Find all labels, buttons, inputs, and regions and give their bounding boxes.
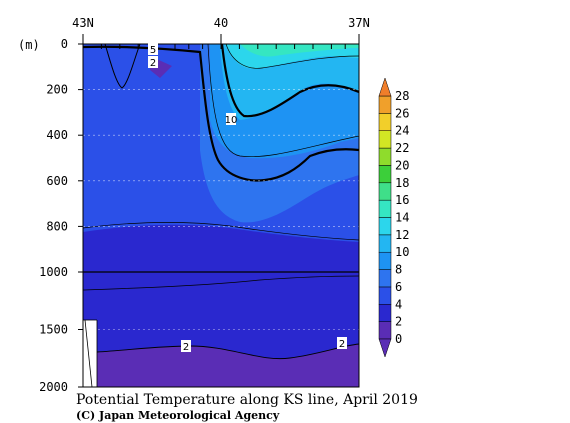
grid-lines bbox=[83, 89, 359, 330]
contour-3-deep bbox=[83, 275, 359, 291]
colorbar-tick-label: 10 bbox=[395, 245, 409, 259]
contour-10 bbox=[220, 44, 359, 118]
y-tick-label: 800 bbox=[46, 219, 68, 233]
colorbar-tick-label: 24 bbox=[395, 124, 409, 138]
y-axis: 0 200 400 600 800 1000 1500 2000 bbox=[39, 37, 83, 394]
y-tick-label: 0 bbox=[61, 37, 68, 51]
colorbar-tick-label: 26 bbox=[395, 106, 409, 120]
colorbar-extend-max bbox=[378, 77, 392, 97]
x-axis: 43N 40 37N bbox=[72, 16, 370, 44]
credit-text: (C) Japan Meteorological Agency bbox=[76, 409, 280, 422]
colorbar-swatch bbox=[378, 113, 392, 131]
colorbar-swatch bbox=[378, 199, 392, 218]
colorbar-tick-label: 18 bbox=[395, 176, 409, 190]
upper-panel bbox=[83, 44, 359, 272]
contour-5 bbox=[83, 45, 359, 182]
colorbar-tick-label: 6 bbox=[395, 280, 402, 294]
colorbar-swatch bbox=[378, 217, 392, 236]
colorbar-tick-label: 0 bbox=[395, 332, 402, 346]
colorbar-swatch bbox=[378, 182, 392, 201]
contour-label-bg bbox=[181, 340, 191, 352]
topography-diag bbox=[84, 319, 93, 387]
contour-label-bg bbox=[148, 43, 158, 55]
contour-2-deep bbox=[96, 343, 359, 360]
contour-thin-2 bbox=[207, 44, 359, 157]
colorbar-swatch bbox=[378, 130, 392, 149]
colorbar-swatch bbox=[378, 286, 392, 305]
y-tick-label: 1500 bbox=[39, 323, 68, 337]
band-14-16 bbox=[240, 44, 359, 57]
x-tick-label: 43N bbox=[72, 16, 94, 30]
contour-label-bg bbox=[226, 113, 236, 125]
contour-labels: 5 2 10 2 2 bbox=[148, 43, 347, 353]
x-tick-label: 40 bbox=[214, 16, 228, 30]
contour-label: 2 bbox=[339, 339, 345, 350]
colorbar-swatch bbox=[378, 234, 392, 253]
colorbar-swatch bbox=[378, 95, 392, 114]
y-tick-label: 600 bbox=[46, 174, 68, 188]
contour-label-bg bbox=[337, 337, 347, 349]
contour-label: 5 bbox=[150, 45, 156, 56]
chart-title: Potential Temperature along KS line, Apr… bbox=[76, 392, 418, 408]
contour-thin-1 bbox=[83, 222, 359, 241]
colorbar-swatch bbox=[378, 304, 392, 322]
colorbar-extend-min bbox=[378, 338, 392, 358]
contour-thin-3 bbox=[225, 44, 359, 69]
contour-label: 10 bbox=[225, 115, 238, 126]
contour-label: 2 bbox=[183, 342, 189, 353]
colorbar-swatch bbox=[378, 251, 392, 270]
bottom-topography bbox=[83, 320, 97, 387]
colorbar-tick-label: 2 bbox=[395, 315, 402, 329]
y-tick-label: 400 bbox=[46, 128, 68, 142]
y-axis-unit-label: (m) bbox=[18, 38, 40, 52]
colorbar-swatch bbox=[378, 269, 392, 288]
band-0-2 bbox=[97, 344, 359, 387]
colorbar-tick-label: 20 bbox=[395, 158, 409, 172]
colorbar-tick-label: 14 bbox=[395, 211, 409, 225]
colorbar-tick-label: 28 bbox=[395, 89, 409, 103]
contour-2 bbox=[104, 44, 141, 89]
y-tick-label: 200 bbox=[46, 83, 68, 97]
band-2-4-deep bbox=[83, 224, 359, 272]
colorbar-swatch bbox=[378, 321, 392, 340]
colorbar-tick-label: 16 bbox=[395, 193, 409, 207]
colorbar-tick-label: 8 bbox=[395, 263, 402, 277]
contour-label: 2 bbox=[150, 58, 156, 69]
contour-label-bg bbox=[148, 56, 158, 68]
colorbar-tick-label: 4 bbox=[395, 297, 402, 311]
colorbar-swatch bbox=[378, 147, 392, 166]
colorbar-swatch bbox=[378, 165, 392, 184]
colorbar-tick-label: 12 bbox=[395, 228, 409, 242]
y-tick-label: 1000 bbox=[39, 265, 68, 279]
colorbar-tick-label: 22 bbox=[395, 141, 409, 155]
y-tick-label: 2000 bbox=[39, 380, 68, 394]
x-tick-label: 37N bbox=[348, 16, 370, 30]
